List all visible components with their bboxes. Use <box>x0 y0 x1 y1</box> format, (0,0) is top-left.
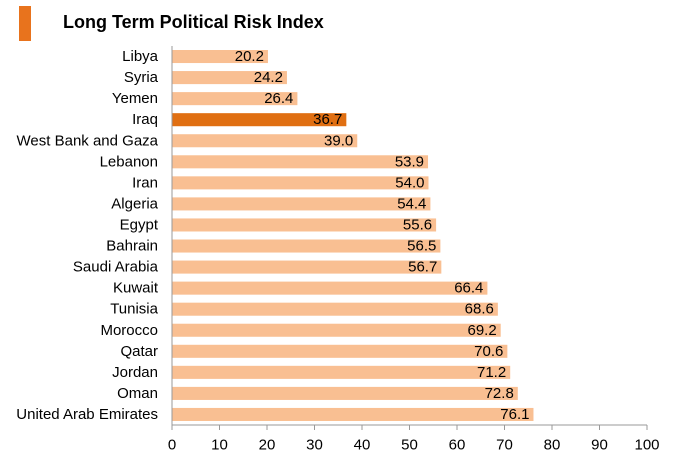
x-tick-label: 0 <box>168 437 176 454</box>
value-label: 24.2 <box>254 69 283 86</box>
bar-kuwait <box>172 281 488 295</box>
value-label: 54.0 <box>395 174 424 191</box>
category-label: Yemen <box>112 90 158 107</box>
bar-yemen <box>172 92 298 106</box>
x-tick-label: 60 <box>449 437 466 454</box>
category-label: Morocco <box>100 322 158 339</box>
bar-iran <box>172 176 429 190</box>
bar-egypt <box>172 218 437 232</box>
value-label: 53.9 <box>395 153 424 170</box>
bar-iraq <box>172 113 347 127</box>
value-label: 36.7 <box>313 111 342 128</box>
x-tick-label: 90 <box>591 437 608 454</box>
category-label: Qatar <box>120 343 158 360</box>
category-label: Jordan <box>112 364 158 381</box>
value-label: 56.5 <box>407 238 436 255</box>
value-label: 70.6 <box>474 343 503 360</box>
value-label: 72.8 <box>485 385 514 402</box>
value-label: 71.2 <box>477 364 506 381</box>
value-label: 20.2 <box>235 48 264 65</box>
category-label: Bahrain <box>106 238 158 255</box>
category-label: Iran <box>132 174 158 191</box>
value-label: 68.6 <box>465 301 494 318</box>
x-tick-label: 70 <box>496 437 513 454</box>
value-label: 56.7 <box>408 259 437 276</box>
value-label: 69.2 <box>467 322 496 339</box>
category-label: Oman <box>117 385 158 402</box>
category-label: Egypt <box>120 216 159 233</box>
x-tick-label: 30 <box>306 437 323 454</box>
bar-lebanon <box>172 155 429 169</box>
value-label: 39.0 <box>324 132 353 149</box>
category-label: Libya <box>122 48 159 65</box>
value-label: 66.4 <box>454 280 483 297</box>
bar-libya <box>172 50 268 64</box>
chart-title: Long Term Political Risk Index <box>63 12 324 32</box>
bar-saudi-arabia <box>172 260 442 274</box>
bar-bahrain <box>172 239 441 253</box>
bar-morocco <box>172 323 501 337</box>
x-tick-label: 10 <box>211 437 228 454</box>
bar-oman <box>172 386 518 400</box>
bar-qatar <box>172 344 508 358</box>
x-tick-label: 80 <box>544 437 561 454</box>
category-label: Algeria <box>111 195 158 212</box>
bar-jordan <box>172 365 511 379</box>
category-label: Saudi Arabia <box>73 259 159 276</box>
category-label: Iraq <box>132 111 158 128</box>
bar-west-bank-and-gaza <box>172 134 358 148</box>
x-tick-label: 40 <box>354 437 371 454</box>
x-tick-label: 50 <box>401 437 418 454</box>
category-label: Lebanon <box>100 153 158 170</box>
category-label: Tunisia <box>110 301 158 318</box>
value-label: 76.1 <box>500 406 529 423</box>
value-label: 55.6 <box>403 216 432 233</box>
category-label: Kuwait <box>113 280 159 297</box>
value-label: 26.4 <box>264 90 293 107</box>
x-tick-label: 20 <box>259 437 276 454</box>
bar-united-arab-emirates <box>172 407 534 421</box>
category-label: West Bank and Gaza <box>17 132 159 149</box>
category-label: Syria <box>124 69 159 86</box>
bar-algeria <box>172 197 431 211</box>
bar-syria <box>172 71 287 85</box>
x-tick-label: 100 <box>634 437 659 454</box>
category-label: United Arab Emirates <box>16 406 158 423</box>
bar-tunisia <box>172 302 498 316</box>
title-accent-bar <box>19 6 31 41</box>
value-label: 54.4 <box>397 195 426 212</box>
